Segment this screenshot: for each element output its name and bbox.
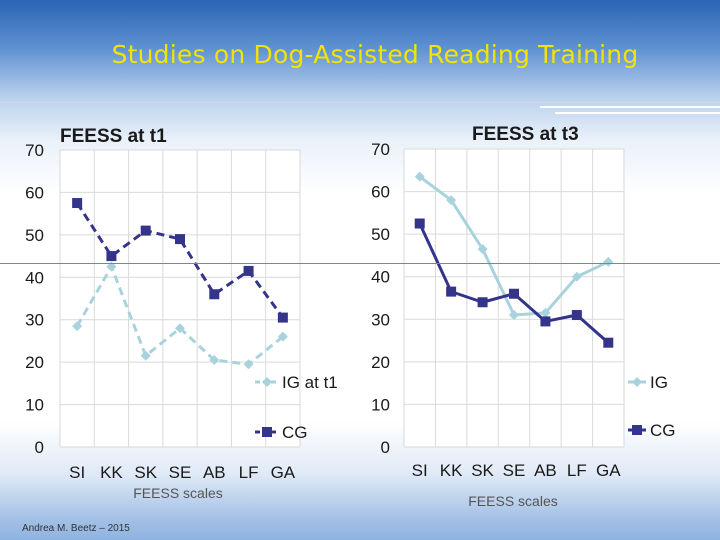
y-tick-label: 60 xyxy=(371,183,390,202)
data-point-cg xyxy=(571,310,582,321)
data-point-ig xyxy=(106,261,117,272)
x-tick-label: GA xyxy=(271,463,296,482)
data-point-ig xyxy=(571,271,582,282)
data-point-cg xyxy=(603,337,614,348)
legend-label: CG xyxy=(650,421,676,440)
data-point-cg xyxy=(243,265,254,276)
y-tick-label: 20 xyxy=(25,353,44,372)
x-tick-label: AB xyxy=(534,461,557,480)
slide-title: Studies on Dog-Assisted Reading Training xyxy=(111,40,639,69)
data-point-ig xyxy=(603,256,614,267)
x-tick-label: KK xyxy=(440,461,463,480)
x-tick-label: LF xyxy=(567,461,587,480)
data-point-cg xyxy=(414,218,425,229)
data-point-ig xyxy=(140,350,151,361)
data-point-cg xyxy=(509,288,519,299)
y-tick-label: 70 xyxy=(371,140,390,159)
data-point-cg xyxy=(106,251,117,262)
data-point-cg xyxy=(540,316,551,327)
x-tick-label: SI xyxy=(69,463,85,482)
y-tick-label: 10 xyxy=(371,395,390,414)
data-point-ig xyxy=(414,171,425,182)
data-point-ig xyxy=(446,195,457,206)
y-tick-label: 30 xyxy=(25,311,44,330)
chart-title: FEESS at t3 xyxy=(472,124,579,145)
y-tick-label: 60 xyxy=(25,183,44,202)
divider-accent-2 xyxy=(555,112,720,114)
legend-marker-ig xyxy=(632,377,642,387)
legend-marker-ig xyxy=(262,377,272,387)
x-tick-label: GA xyxy=(596,461,621,480)
data-point-ig xyxy=(72,321,83,332)
y-tick-label: 30 xyxy=(371,310,390,329)
y-tick-label: 50 xyxy=(25,226,44,245)
data-point-cg xyxy=(175,234,185,245)
y-tick-label: 70 xyxy=(25,141,44,160)
y-tick-label: 10 xyxy=(25,396,44,415)
legend-label: IG xyxy=(650,373,668,392)
x-axis-label: FEESS scales xyxy=(468,493,557,509)
y-tick-label: 0 xyxy=(381,438,390,457)
x-tick-label: AB xyxy=(203,463,226,482)
data-point-ig xyxy=(277,331,288,342)
data-point-ig xyxy=(243,359,254,370)
x-tick-label: SI xyxy=(412,461,428,480)
x-tick-label: LF xyxy=(239,463,259,482)
data-point-cg xyxy=(72,198,83,209)
data-point-cg xyxy=(209,289,220,300)
data-point-ig xyxy=(175,323,185,334)
legend-label: CG xyxy=(282,423,308,442)
data-point-ig xyxy=(209,355,220,366)
data-point-cg xyxy=(140,225,151,236)
x-tick-label: SK xyxy=(471,461,494,480)
y-tick-label: 40 xyxy=(371,268,390,287)
y-tick-label: 40 xyxy=(25,268,44,287)
legend-label: IG at t1 xyxy=(282,373,338,392)
x-tick-label: SE xyxy=(169,463,192,482)
divider-accent-1 xyxy=(540,106,720,108)
footer-credit: Andrea M. Beetz – 2015 xyxy=(22,523,130,534)
divider-middle xyxy=(0,263,720,264)
divider-top xyxy=(0,102,720,103)
plot-area xyxy=(60,150,300,447)
x-tick-label: SE xyxy=(503,461,526,480)
legend-marker-cg xyxy=(262,427,272,437)
x-tick-label: KK xyxy=(100,463,123,482)
legend-marker-cg xyxy=(632,425,642,435)
y-tick-label: 20 xyxy=(371,353,390,372)
data-point-ig xyxy=(509,310,519,321)
y-tick-label: 0 xyxy=(35,438,44,457)
x-axis-label: FEESS scales xyxy=(133,485,222,501)
chart-title: FEESS at t1 xyxy=(60,126,167,147)
y-tick-label: 50 xyxy=(371,225,390,244)
data-point-cg xyxy=(277,312,288,323)
data-point-cg xyxy=(446,286,457,297)
data-point-cg xyxy=(477,297,488,308)
data-point-ig xyxy=(477,244,488,255)
x-tick-label: SK xyxy=(134,463,157,482)
data-point-ig xyxy=(540,307,551,318)
